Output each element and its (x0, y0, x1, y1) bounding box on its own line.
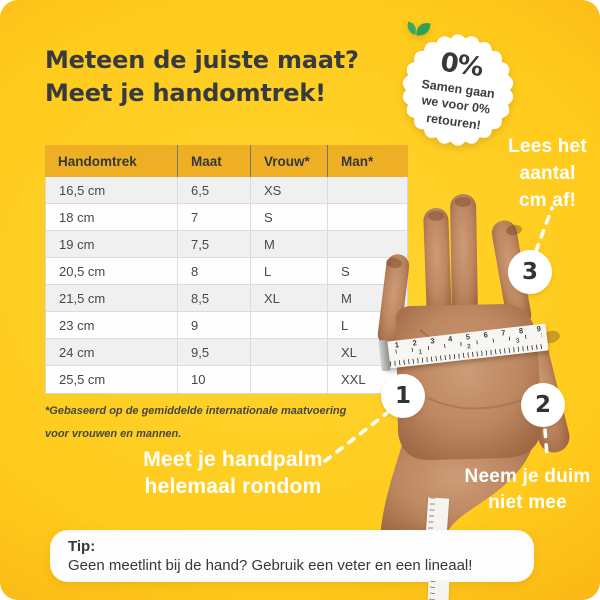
table-cell: 8,5 (178, 285, 251, 312)
table-row: 23 cm 9 L (46, 312, 407, 339)
title-line-2: Meet je handomtrek! (45, 79, 326, 108)
table-cell: 9 (178, 312, 251, 339)
table-cell: 21,5 cm (46, 285, 178, 312)
table-cell: 19 cm (46, 231, 178, 258)
table-cell: XXL (341, 372, 366, 387)
ring-finger (423, 208, 452, 320)
table-cell (251, 312, 328, 339)
step-1-label: Meet je handpalm helemaal rondom (143, 448, 323, 499)
table-row: 25,5 cm 10 XXL (46, 366, 407, 393)
step-1-number: 1 (394, 383, 411, 409)
table-cell: 8 (178, 258, 251, 285)
wrist-shape (380, 434, 536, 540)
table-cell: 7 (178, 204, 251, 231)
table-cell: 9,5 (178, 339, 251, 366)
table-row: 24 cm 9,5 XL (46, 339, 407, 366)
table-cell (251, 366, 328, 393)
table-cell: 7,5 (178, 231, 251, 258)
footnote-line-2: voor vrouwen en mannen. (45, 428, 182, 441)
step-3-number: 3 (521, 259, 538, 285)
badge-scallop (402, 34, 514, 146)
table-cell (328, 177, 407, 204)
table-cell: L (328, 312, 407, 339)
table-cell: S (251, 204, 328, 231)
table-cell: XS (251, 177, 328, 204)
tip-heading: Tip: (68, 538, 96, 555)
table-cell (328, 231, 407, 258)
fingertip-shadow (428, 211, 444, 221)
size-table: Handomtrek Maat Vrouw* Man* 16,5 cm 6,5 XS 18 … (45, 145, 408, 394)
table-row: 16,5 cm 6,5 XS (46, 177, 407, 204)
fingertip-shadow (455, 197, 471, 207)
tape-mid-number: 3 (515, 337, 520, 345)
table-cell: 16,5 cm (46, 177, 178, 204)
table-header-cell: Handomtrek (45, 145, 178, 177)
table-row: 20,5 cm 8 L S (46, 258, 407, 285)
tip-text: Geen meetlint bij de hand? Gebruik een v… (68, 557, 473, 574)
footnote-line-1: *Gebaseerd op de gemiddelde internationa… (45, 405, 347, 417)
tip-box: Tip: Geen meetlint bij de hand? Gebruik … (50, 530, 534, 582)
palm-crease (427, 397, 523, 410)
table-cell: 10 (178, 366, 251, 393)
table-cell: L (251, 258, 328, 285)
table-cell (251, 339, 328, 366)
table-header-row: Handomtrek Maat Vrouw* Man* (45, 145, 408, 177)
table-header-cell: Man* (341, 153, 374, 169)
step-2-number: 2 (534, 392, 551, 418)
table-cell: 25,5 cm (46, 366, 178, 393)
badge-scallop-path (402, 34, 514, 146)
step-1-circle: 1 (381, 374, 425, 418)
fingertip-shadow (386, 257, 402, 269)
table-cell: M (328, 285, 407, 312)
table-cell: 24 cm (46, 339, 178, 366)
zero-returns-badge: 0% Samen gaan we voor 0% retouren! (394, 21, 522, 154)
table-cell: XL (328, 339, 407, 366)
table-row: 19 cm 7,5 M (46, 231, 407, 258)
step-2-circle: 2 (521, 383, 565, 427)
table-row: 21,5 cm 8,5 XL M (46, 285, 407, 312)
table-cell: 18 cm (46, 204, 178, 231)
tape-mid-number: 1 (418, 348, 423, 357)
middle-finger (450, 194, 478, 318)
fingertip-shadow (506, 224, 522, 236)
table-cell: M (251, 231, 328, 258)
tape-hanging-lower (427, 580, 450, 600)
table-header-cell: Maat (178, 145, 251, 177)
table-cell: XL (251, 285, 328, 312)
step-2-label: Neem je duim niet mee (464, 466, 591, 514)
tape-mid-number: 2 (466, 343, 472, 351)
leaves-icon (407, 21, 431, 36)
table-row: 18 cm 7 S (46, 204, 407, 231)
table-cell: 20,5 cm (46, 258, 178, 285)
table-cell: 23 cm (46, 312, 178, 339)
page-title: Meteen de juiste maat? Meet je handomtre… (45, 44, 359, 110)
table-cell (328, 204, 407, 231)
table-header-cell: Vrouw* (251, 145, 328, 177)
size-table-body: 16,5 cm 6,5 XS 18 cm 7 S 19 cm 7,5 M 20,5 cm 8 L S 21… (45, 177, 408, 394)
table-footnote: *Gebaseerd op de gemiddelde internationa… (45, 400, 346, 446)
table-cell: 6,5 (178, 177, 251, 204)
title-line-1: Meteen de juiste maat? (45, 46, 359, 74)
step-3-label: Lees het aantal cm af! (508, 136, 587, 211)
table-cell: S (328, 258, 407, 285)
step-3-circle: 3 (508, 250, 552, 294)
